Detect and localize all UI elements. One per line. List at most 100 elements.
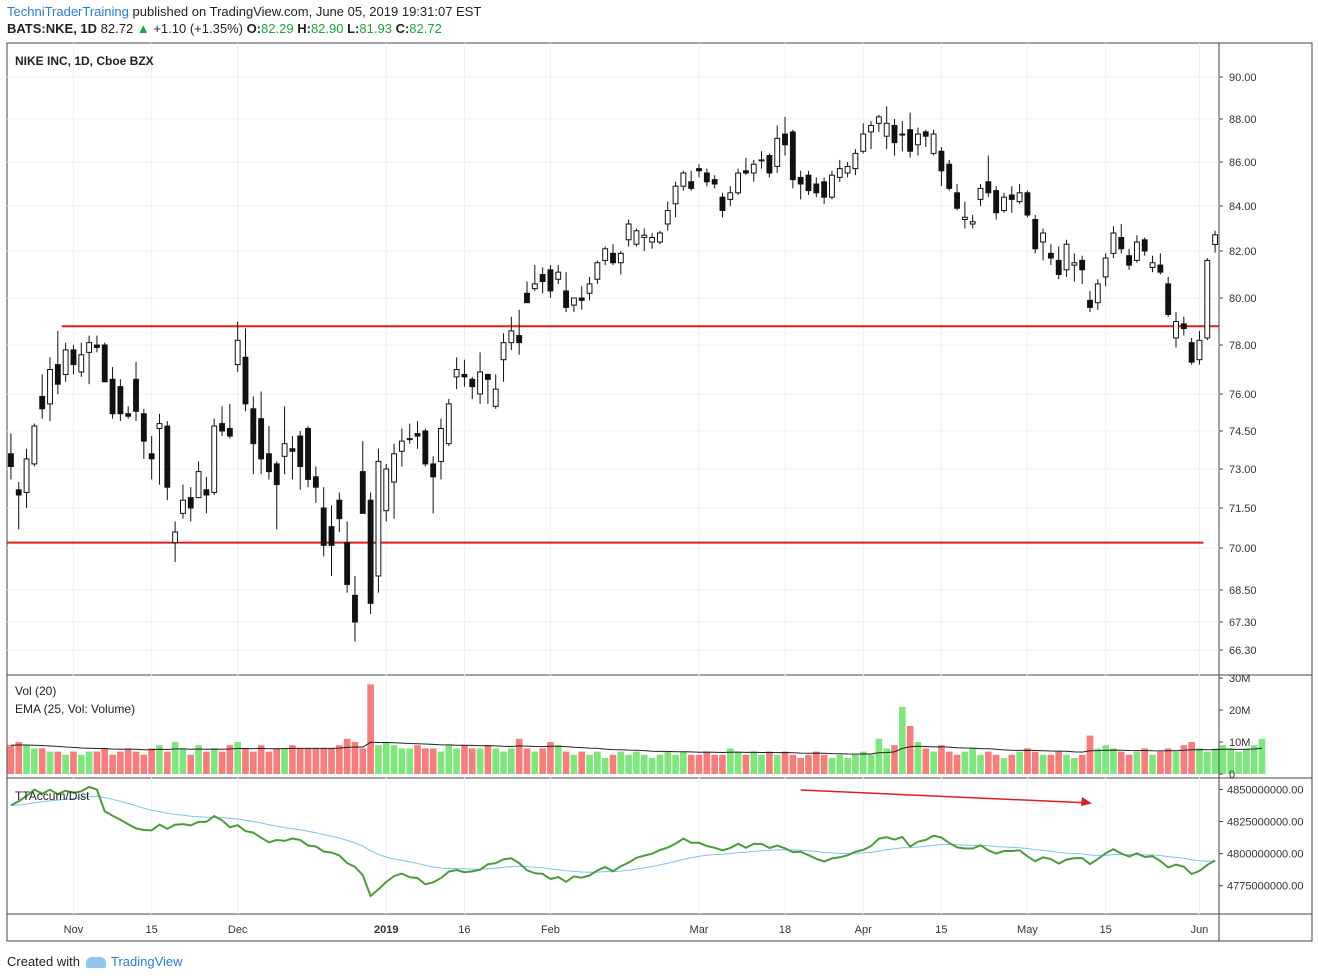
candle bbox=[594, 260, 601, 284]
symbol-header: BATS:NKE, 1D 82.72 ▲ +1.10 (+1.35%) O:82… bbox=[7, 21, 442, 36]
candle-body-up bbox=[492, 388, 499, 407]
price-tick-label: 74.50 bbox=[1229, 426, 1257, 438]
candle-body-down bbox=[266, 453, 272, 473]
candle-body-down bbox=[1047, 252, 1054, 259]
candle bbox=[711, 175, 718, 189]
candle-body-down bbox=[516, 335, 523, 344]
volume-bar bbox=[187, 754, 195, 774]
volume-bar bbox=[992, 754, 1000, 774]
volume-bar bbox=[70, 751, 77, 774]
candle-body-up bbox=[1110, 232, 1117, 254]
time-tick-label: 16 bbox=[458, 924, 470, 936]
volume-bar bbox=[742, 754, 750, 774]
candle-body-up bbox=[656, 232, 663, 243]
candle-body-down bbox=[922, 131, 929, 137]
candle bbox=[375, 448, 382, 593]
candle-body-down bbox=[703, 172, 710, 183]
candle bbox=[70, 345, 77, 375]
volume-bar bbox=[594, 751, 601, 774]
candle-body-down bbox=[946, 163, 953, 189]
candle bbox=[1204, 258, 1211, 341]
candle-body-up bbox=[602, 248, 609, 261]
candle bbox=[852, 149, 859, 176]
candle-body-down bbox=[367, 499, 374, 604]
volume-bar bbox=[148, 748, 155, 774]
volume-bar bbox=[1024, 748, 1031, 774]
candle-body-up bbox=[672, 185, 679, 205]
candle-body-up bbox=[915, 133, 921, 146]
candle-body-up bbox=[664, 210, 671, 225]
volume-bar bbox=[1196, 748, 1203, 774]
candle bbox=[547, 265, 554, 298]
accum-tick-label: 4775000000.00 bbox=[1227, 881, 1303, 893]
candle-body-down bbox=[993, 190, 1000, 214]
volume-tick-label: 0 bbox=[1229, 769, 1235, 781]
candle-body-down bbox=[336, 499, 343, 520]
candle bbox=[727, 186, 734, 206]
candle-body-up bbox=[829, 174, 835, 198]
candle-body-down bbox=[813, 183, 820, 194]
volume-bar bbox=[508, 748, 515, 774]
candle bbox=[1094, 279, 1101, 310]
author-link[interactable]: TechniTraderTraining bbox=[7, 4, 129, 19]
publish-header: TechniTraderTraining published on Tradin… bbox=[7, 4, 481, 19]
volume-bar bbox=[687, 754, 695, 774]
volume-bar bbox=[867, 754, 875, 774]
candle bbox=[1165, 276, 1172, 317]
candle bbox=[219, 406, 225, 437]
volume-bar bbox=[226, 745, 234, 774]
volume-bar bbox=[1086, 735, 1094, 774]
time-tick-label: 15 bbox=[146, 924, 158, 936]
candle bbox=[226, 403, 233, 439]
candle-body-up bbox=[758, 159, 765, 162]
candle bbox=[617, 251, 624, 275]
candle bbox=[15, 482, 22, 530]
candle bbox=[860, 123, 867, 154]
candle-body-down bbox=[242, 356, 249, 405]
volume-bar bbox=[7, 745, 15, 774]
candle-body-up bbox=[383, 468, 390, 512]
candle bbox=[993, 186, 1000, 220]
candle-body-down bbox=[821, 181, 828, 198]
candle-body-down bbox=[70, 349, 77, 366]
candle-body-down bbox=[563, 290, 570, 308]
price-tick-label: 66.30 bbox=[1229, 645, 1257, 657]
candle bbox=[570, 297, 577, 313]
candle bbox=[563, 272, 570, 313]
volume-bar bbox=[124, 748, 132, 774]
candle bbox=[719, 192, 726, 218]
candle bbox=[610, 244, 616, 266]
volume-bar bbox=[805, 754, 812, 774]
candle bbox=[23, 448, 30, 508]
candle-body-up bbox=[391, 453, 397, 483]
tradingview-brand[interactable]: TradingView bbox=[111, 954, 183, 969]
volume-bar bbox=[945, 751, 953, 774]
candle bbox=[555, 265, 562, 284]
candle-body-up bbox=[625, 223, 632, 241]
volume-bar bbox=[398, 748, 406, 774]
candle bbox=[625, 219, 632, 247]
accum-tick-label: 4800000000.00 bbox=[1227, 849, 1303, 861]
candle-body-down bbox=[312, 476, 319, 488]
candle-body-down bbox=[258, 418, 265, 460]
candle bbox=[829, 170, 835, 200]
candle-body-down bbox=[117, 386, 124, 415]
candle bbox=[977, 184, 984, 206]
candle-body-up bbox=[1094, 283, 1101, 304]
volume-bar bbox=[1078, 754, 1086, 774]
candle bbox=[469, 376, 476, 399]
volume-bar bbox=[109, 754, 116, 774]
candle-body-down bbox=[39, 395, 46, 410]
volume-bar bbox=[1071, 758, 1078, 774]
change-up-icon: ▲ bbox=[136, 21, 150, 36]
close-label: C: bbox=[395, 21, 410, 36]
candle-body-up bbox=[1016, 192, 1023, 203]
volume-bar bbox=[875, 738, 883, 774]
candle bbox=[680, 170, 687, 191]
candle-body-down bbox=[891, 124, 898, 144]
time-tick-label: May bbox=[1017, 924, 1038, 936]
candle-body-up bbox=[860, 133, 867, 152]
volume-bar bbox=[461, 745, 468, 774]
volume-bar bbox=[156, 745, 163, 774]
